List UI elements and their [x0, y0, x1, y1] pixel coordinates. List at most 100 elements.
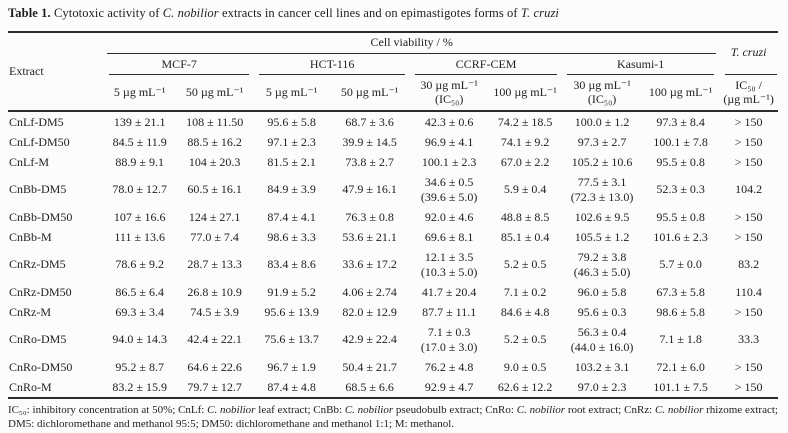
text-segment: IC₅₀: inhibitory concentration at 50%; C…: [8, 404, 208, 416]
viability-value-cell: 69.3 ± 3.4: [115, 304, 164, 319]
tcruzi-label: T. cruzi: [730, 44, 767, 59]
tcruzi-ic50-cell: > 150: [734, 134, 763, 149]
tcruzi-underline: [725, 74, 777, 75]
viability-value-cell: 74.5 ± 3.9: [190, 304, 239, 319]
viability-value-cell: 96.7 ± 1.9: [267, 359, 316, 374]
viability-value-cell: 77.0 ± 7.4: [190, 229, 239, 244]
viability-value-cell: 69.6 ± 8.1: [424, 229, 474, 244]
viability-value-cell: 87.7 ± 11.1: [422, 304, 477, 319]
table-row: CnRz-M 69.3 ± 3.4 74.5 ± 3.9 95.6 ± 13.9 82.…: [8, 302, 778, 322]
viability-value-cell: 33.6 ± 17.2: [342, 257, 397, 271]
viability-value-cell: 139 ± 21.1: [113, 114, 166, 129]
viability-value-cell: 85.1 ± 0.4: [500, 229, 550, 244]
tcruzi-ic50-cell: 33.3: [738, 332, 760, 346]
table-row: CnBb-DM50 107 ± 16.6 124 ± 27.1 87.4 ± 4.1 7…: [8, 207, 778, 227]
extract-name-cell: CnRo-M: [9, 379, 52, 394]
cell-line-header-hct-116: HCT-116: [254, 54, 410, 75]
cell-viability-header: Cell viability / %: [104, 32, 719, 54]
viability-value-cell: 84.9 ± 3.9: [267, 182, 316, 196]
viability-value-cell: 28.7 ± 13.3: [187, 257, 242, 271]
viability-value-cell: 81.5 ± 2.1: [267, 154, 316, 169]
viability-value-cell: 108 ± 11.50: [186, 114, 244, 129]
viability-value-cell: 87.4 ± 4.8: [267, 379, 316, 394]
ic50-unit-header: IC₅₀ / (µg mL⁻¹): [719, 75, 778, 112]
viability-value-cell: 9.0 ± 0.5: [503, 359, 547, 374]
viability-value-cell: 95.5 ± 0.8: [656, 209, 705, 224]
table-title: Table 1. Cytotoxic activity of C. nobili…: [8, 6, 778, 21]
text-segment: C. nobilior: [162, 6, 219, 20]
cell-viability-label: Cell viability / %: [107, 35, 717, 54]
viability-value-cell: 75.6 ± 13.7: [264, 332, 319, 346]
viability-value-cell: 107 ± 16.6: [113, 209, 166, 224]
tcruzi-ic50-cell: > 150: [734, 379, 763, 394]
concentration-header: 100 µg mL⁻¹: [488, 75, 563, 112]
cell-line-header-kasumi-1: Kasumi-1: [562, 54, 719, 75]
viability-value-cell: 76.3 ± 0.8: [345, 209, 394, 224]
table-header: Extract Cell viability / % T. cruzi MCF-…: [8, 32, 778, 112]
viability-value-cell: 95.6 ± 5.8: [267, 114, 316, 129]
cell-line-label: CCRF-CEM: [415, 57, 558, 75]
viability-value-cell: 4.06 ± 2.74: [342, 284, 397, 299]
extract-name-cell: CnLf-M: [9, 154, 49, 169]
tcruzi-ic50-cell: 110.4: [735, 284, 762, 299]
viability-value-cell: 5.7 ± 0.0: [659, 257, 702, 271]
text-segment: root extract; CnRz:: [565, 404, 656, 416]
extract-name-cell: CnBb-M: [9, 229, 52, 244]
viability-value-cell: 101.1 ± 7.5: [653, 379, 708, 394]
viability-value-cell: 101.6 ± 2.3: [653, 229, 708, 244]
text-segment: C. nobilior: [516, 404, 566, 416]
text-segment: extracts in cancer cell lines and on epi…: [218, 6, 521, 20]
viability-value-cell: 124 ± 27.1: [188, 209, 241, 224]
extract-name-cell: CnBb-DM5: [9, 182, 67, 196]
concentration-header: 30 µg mL⁻¹ (IC₅₀): [562, 75, 643, 112]
extract-name-cell: CnLf-DM50: [9, 134, 70, 149]
extract-column-header: Extract: [8, 32, 105, 112]
table-row: CnLf-DM5 139 ± 21.1 108 ± 11.50 95.6 ± 5.8 6…: [8, 111, 778, 132]
text-segment: pseudobulb extract; CnRo:: [393, 404, 517, 416]
viability-value-cell: 53.6 ± 21.1: [342, 229, 397, 244]
viability-value-cell: 105.5 ± 1.2: [574, 229, 630, 244]
cell-line-header-ccrf-cem: CCRF-CEM: [410, 54, 562, 75]
viability-value-cell: 78.6 ± 9.2: [115, 257, 164, 271]
viability-value-cell: 100.1 ± 2.3: [421, 154, 477, 169]
viability-value-cell: 5.2 ± 0.5: [503, 257, 547, 271]
viability-value-cell: 104 ± 20.3: [188, 154, 241, 169]
table-row: CnLf-DM50 84.5 ± 11.9 88.5 ± 16.2 97.1 ± 2.…: [8, 132, 778, 152]
viability-value-cell: 12.1 ± 3.5 (10.3 ± 5.0): [420, 249, 478, 279]
text-segment: C. nobilior: [655, 404, 704, 416]
viability-value-cell: 67.3 ± 5.8: [656, 284, 705, 299]
viability-value-cell: 74.1 ± 9.2: [500, 134, 550, 149]
viability-value-cell: 97.3 ± 8.4: [656, 114, 705, 129]
table-row: CnBb-M 111 ± 13.6 77.0 ± 7.4 98.6 ± 3.3 53.6…: [8, 227, 778, 247]
tcruzi-ic50-cell: > 150: [734, 154, 763, 169]
concentration-header: 30 µg mL⁻¹ (IC₅₀): [410, 75, 489, 112]
viability-value-cell: 5.2 ± 0.5: [503, 332, 547, 346]
viability-value-cell: 95.2 ± 8.7: [115, 359, 164, 374]
viability-value-cell: 92.0 ± 4.6: [424, 209, 474, 224]
viability-value-cell: 95.6 ± 13.9: [264, 304, 319, 319]
text-segment: leaf extract; CnBb:: [255, 404, 345, 416]
cell-line-header-mcf-7: MCF-7: [104, 54, 254, 75]
tcruzi-ic50-cell: > 150: [734, 359, 763, 374]
viability-value-cell: 68.5 ± 6.6: [345, 379, 394, 394]
viability-value-cell: 47.9 ± 16.1: [342, 182, 397, 196]
tcruzi-ic50-cell: > 150: [734, 304, 763, 319]
viability-value-cell: 87.4 ± 4.1: [267, 209, 316, 224]
viability-value-cell: 50.4 ± 21.7: [342, 359, 397, 374]
table-row: CnRz-DM50 86.5 ± 6.4 26.8 ± 10.9 91.9 ± 5.2…: [8, 282, 778, 302]
table-row: CnRo-DM50 95.2 ± 8.7 64.6 ± 22.6 96.7 ± 1.9…: [8, 357, 778, 377]
viability-value-cell: 97.1 ± 2.3: [267, 134, 316, 149]
viability-value-cell: 111 ± 13.6: [114, 229, 166, 244]
viability-value-cell: 39.9 ± 14.5: [342, 134, 397, 149]
tcruzi-ic50-cell: 104.2: [735, 182, 763, 196]
viability-value-cell: 98.6 ± 5.8: [656, 304, 705, 319]
viability-value-cell: 79.2 ± 3.8 (46.3 ± 5.0): [573, 249, 631, 279]
concentration-header: 5 µg mL⁻¹: [254, 75, 330, 112]
viability-value-cell: 83.4 ± 8.6: [267, 257, 316, 271]
viability-value-cell: 26.8 ± 10.9: [187, 284, 242, 299]
tcruzi-ic50-cell: > 150: [734, 209, 763, 224]
cell-line-label: MCF-7: [109, 57, 250, 75]
viability-value-cell: 56.3 ± 0.4 (44.0 ± 16.0): [570, 324, 634, 354]
viability-value-cell: 84.5 ± 11.9: [112, 134, 167, 149]
